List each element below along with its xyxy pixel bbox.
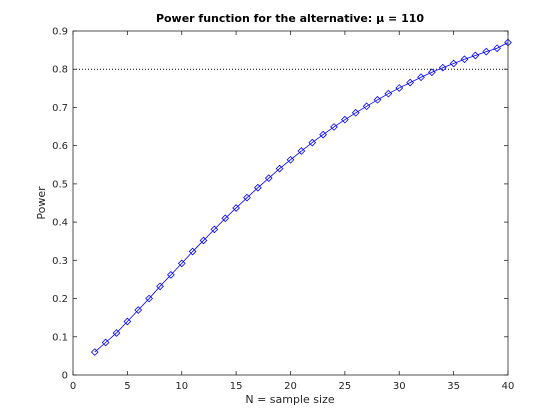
tick-labels: 0 5 10 15 20 25 30 35 40 0 0.1 0.2 0.3 0.4 0.5 0.6 0.7 0.… [52, 27, 514, 393]
axes [72, 30, 509, 376]
x-tick-label: 30 [393, 381, 406, 392]
x-axis-label: N = sample size [245, 393, 334, 406]
data-point-marker [428, 68, 436, 77]
plot-area [73, 31, 508, 375]
data-point-marker [373, 95, 382, 104]
y-tick-label: 0.9 [52, 27, 68, 38]
data-point-marker [362, 102, 371, 111]
x-tick-label: 5 [124, 381, 130, 392]
data-point-marker [177, 259, 186, 268]
data-point-marker [384, 89, 393, 98]
data-point-marker [319, 130, 327, 139]
data-point-marker [330, 123, 338, 131]
data-point-marker [199, 236, 208, 245]
x-tick-label: 20 [284, 381, 297, 392]
x-tick-label: 10 [175, 381, 188, 392]
data-point-marker [482, 47, 491, 56]
data-point-marker [101, 338, 110, 347]
data-point-marker [493, 44, 501, 53]
data-point-marker [395, 84, 404, 92]
y-tick-label: 0.1 [52, 332, 68, 343]
x-tick-label: 35 [447, 381, 460, 392]
data-point-marker [254, 183, 262, 192]
data-point-marker [438, 63, 447, 72]
y-tick-label: 0 [62, 371, 68, 382]
y-tick-label: 0.3 [52, 256, 68, 267]
data-point-marker [264, 174, 273, 183]
data-point-marker [351, 108, 360, 117]
data-point-marker [123, 317, 132, 326]
x-tick-label: 0 [70, 381, 76, 392]
data-point-marker [471, 51, 480, 60]
data-point-marker [449, 59, 458, 68]
data-point-marker [134, 306, 143, 314]
series-line [94, 42, 509, 353]
data-point-marker [417, 73, 425, 82]
x-tick-label: 15 [230, 381, 243, 392]
data-point-marker [156, 282, 164, 291]
data-point-marker [297, 147, 306, 155]
y-tick-label: 0.7 [52, 103, 68, 114]
data-point-marker [167, 270, 175, 279]
data-point-marker [145, 294, 153, 303]
y-tick-label: 0.2 [52, 294, 68, 305]
y-tick-label: 0.8 [52, 65, 68, 76]
y-axis-label: Power [35, 186, 48, 220]
data-point-marker [232, 204, 240, 212]
data-point-marker [112, 329, 121, 337]
y-tick-label: 0.5 [52, 179, 68, 190]
data-point-marker [460, 55, 469, 64]
data-point-marker [188, 247, 197, 256]
data-point-marker [308, 138, 317, 147]
data-point-marker [286, 155, 295, 164]
chart-title: Power function for the alternative: μ = … [156, 12, 424, 25]
data-point-marker [275, 164, 284, 173]
y-tick-label: 0.6 [52, 141, 68, 152]
series-layer [90, 38, 512, 356]
y-tick-label: 0.4 [52, 218, 68, 229]
data-point-marker [341, 115, 349, 124]
data-point-marker [406, 78, 414, 87]
data-point-marker [243, 193, 251, 202]
x-tick-label: 40 [502, 381, 515, 392]
data-point-marker [210, 225, 219, 234]
x-tick-label: 25 [339, 381, 352, 392]
data-point-marker [90, 348, 99, 356]
data-point-marker [221, 214, 230, 223]
